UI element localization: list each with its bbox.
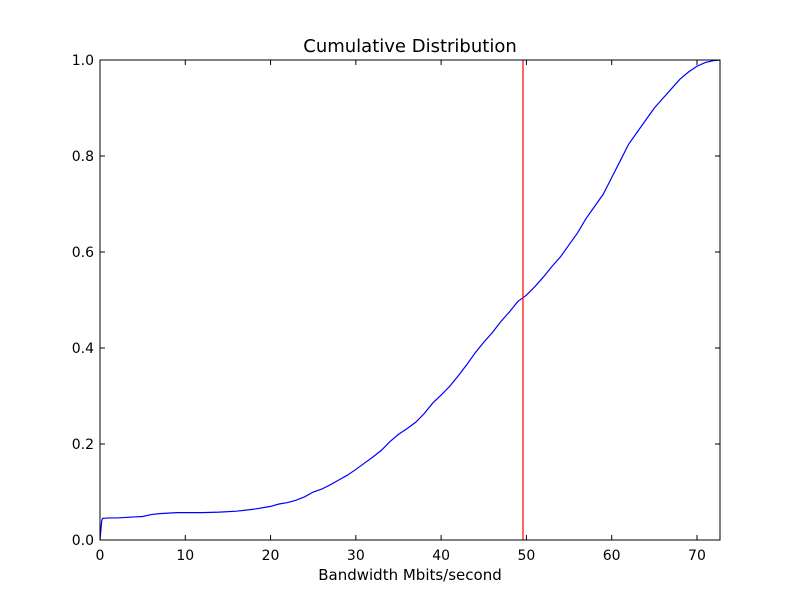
- y-tick-label: 0.2: [72, 437, 94, 453]
- y-tick-label: 0.6: [72, 245, 94, 261]
- axis-ticks: 0 10 20 30 40 50 60 70 0.0 0.2 0.4 0.6 0.8 1.0: [72, 53, 720, 564]
- y-tick-label: 0.4: [72, 341, 94, 357]
- chart-title: Cumulative Distribution: [303, 36, 516, 57]
- x-axis-label: Bandwidth Mbits/second: [318, 566, 502, 584]
- x-tick-label: 70: [688, 548, 706, 564]
- x-tick-label: 0: [96, 548, 105, 564]
- x-tick-label: 40: [432, 548, 450, 564]
- x-tick-label: 10: [176, 548, 194, 564]
- cdf-series-line: [99, 59, 721, 541]
- y-tick-label: 0.0: [72, 533, 94, 549]
- x-tick-label: 50: [517, 548, 535, 564]
- x-tick-label: 60: [603, 548, 621, 564]
- x-tick-label: 20: [262, 548, 280, 564]
- axes-frame: [99, 59, 721, 541]
- y-tick-label: 1.0: [72, 53, 94, 69]
- y-tick-label: 0.8: [72, 149, 94, 165]
- x-tick-label: 30: [347, 548, 365, 564]
- plot-area: [99, 59, 721, 541]
